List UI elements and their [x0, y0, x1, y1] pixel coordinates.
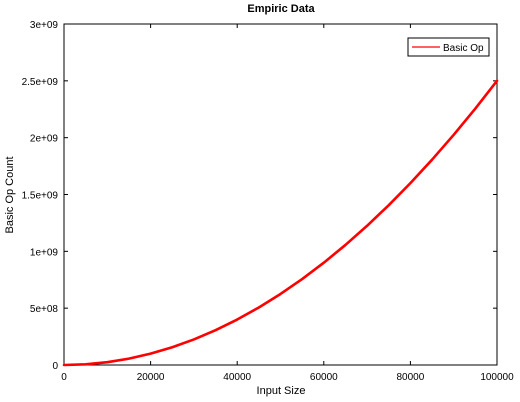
y-tick-label: 1.5e+09	[22, 191, 59, 202]
chart-title: Empiric Data	[247, 3, 315, 15]
y-tick-label: 2.5e+09	[22, 77, 59, 88]
legend-box	[407, 37, 490, 57]
plot-area-frame	[63, 23, 498, 366]
series-layer	[62, 79, 499, 367]
legend: Basic Op	[407, 37, 490, 57]
x-tick-label: 0	[61, 372, 67, 383]
legend-label-basic-op: Basic Op	[443, 43, 484, 54]
axis-ticks: 0 20000 40000 60000 80000 100000 0 5e+08 1e+09 1.…	[22, 20, 515, 383]
x-tick-label: 60000	[310, 372, 338, 383]
x-tick-label: 40000	[223, 372, 251, 383]
x-tick-label: 100000	[480, 372, 514, 383]
y-tick-label: 5e+08	[30, 304, 59, 315]
x-tick-label: 20000	[137, 372, 165, 383]
y-tick-label: 0	[52, 361, 58, 372]
y-tick-label: 3e+09	[30, 20, 59, 31]
x-tick-label: 80000	[396, 372, 424, 383]
y-axis-label: Basic Op Count	[4, 156, 16, 233]
series-line-basic-op	[62, 79, 499, 367]
y-tick-label: 2e+09	[30, 134, 59, 145]
y-tick-label: 1e+09	[30, 247, 59, 258]
x-axis-label: Input Size	[257, 385, 306, 397]
